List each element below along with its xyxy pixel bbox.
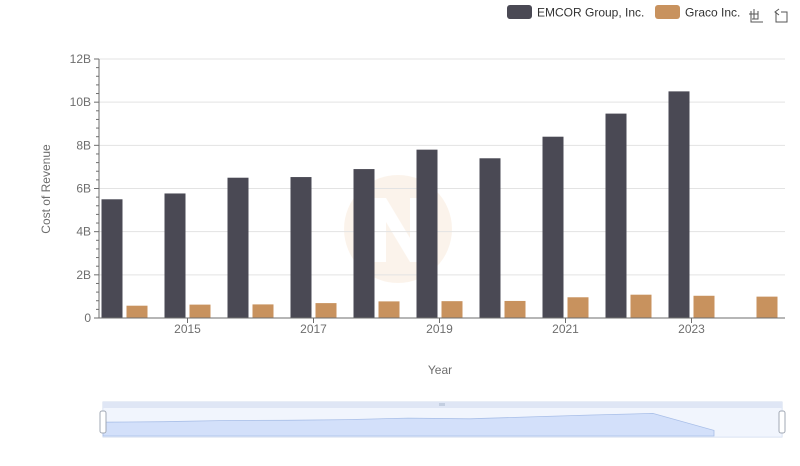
bars (101, 91, 778, 318)
x-axis-title: Year (428, 363, 452, 377)
legend-swatch (655, 5, 680, 19)
bar-graco-2018[interactable] (378, 301, 400, 318)
legend-item-graco[interactable]: Graco Inc. (655, 5, 740, 20)
y-axis: 0 2B 4B 6B 8B 10B 12B (70, 52, 100, 325)
legend-item-emcor[interactable]: EMCOR Group, Inc. (507, 5, 644, 20)
bar-graco-2015[interactable] (189, 304, 211, 318)
y-tick-label: 2B (76, 268, 91, 282)
x-tick-label: 2023 (678, 322, 705, 336)
legend-label: EMCOR Group, Inc. (537, 6, 644, 20)
y-tick-label: 8B (76, 138, 91, 152)
data-zoom-preview-area (102, 412, 715, 437)
bar-graco-2024[interactable] (756, 296, 778, 318)
y-tick-label: 4B (76, 225, 91, 239)
bar-graco-2023[interactable] (693, 295, 715, 318)
y-axis-title: Cost of Revenue (39, 144, 53, 234)
x-axis: 2015 2017 2019 2021 2023 (99, 317, 785, 336)
x-tick-label: 2019 (426, 322, 453, 336)
y-tick-label: 10B (70, 95, 91, 109)
data-zoom-grip-icon (439, 403, 445, 406)
restore-icon[interactable] (772, 7, 788, 23)
bar-graco-2022[interactable] (630, 294, 652, 318)
x-tick-label: 2017 (300, 322, 327, 336)
legend-swatch (507, 5, 532, 19)
legend: EMCOR Group, Inc. Graco Inc. (507, 5, 740, 20)
data-zoom-left-handle[interactable] (99, 410, 107, 434)
x-axis-ticks: 2015 2017 2019 2021 2023 (174, 318, 705, 336)
bar-graco-2019[interactable] (441, 301, 463, 318)
y-axis-ticks: 0 2B 4B 6B 8B 10B 12B (70, 52, 99, 325)
bar-emcor-2021[interactable] (542, 136, 564, 318)
bar-graco-2017[interactable] (315, 303, 337, 318)
bar-emcor-2019[interactable] (416, 149, 438, 318)
data-zoom-right-handle[interactable] (778, 410, 786, 434)
bar-emcor-2017[interactable] (290, 177, 312, 318)
bar-graco-2014[interactable] (126, 305, 148, 318)
bar-emcor-2015[interactable] (164, 193, 186, 318)
bar-graco-2020[interactable] (504, 300, 526, 318)
y-tick-label: 0 (84, 311, 91, 325)
bar-emcor-2020[interactable] (479, 158, 501, 318)
x-tick-label: 2021 (552, 322, 579, 336)
y-tick-label: 12B (70, 52, 91, 66)
legend-label: Graco Inc. (685, 6, 740, 20)
bar-emcor-2014[interactable] (101, 199, 123, 318)
bar-emcor-2022[interactable] (605, 113, 627, 318)
data-zoom-slider[interactable] (99, 401, 786, 438)
bar-emcor-2016[interactable] (227, 177, 249, 318)
bar-emcor-2018[interactable] (353, 169, 375, 318)
x-tick-label: 2015 (174, 322, 201, 336)
y-tick-label: 6B (76, 182, 91, 196)
bar-graco-2016[interactable] (252, 304, 274, 318)
bar-emcor-2023[interactable] (668, 91, 690, 318)
bar-graco-2021[interactable] (567, 297, 589, 318)
zoom-icon[interactable] (748, 7, 764, 23)
